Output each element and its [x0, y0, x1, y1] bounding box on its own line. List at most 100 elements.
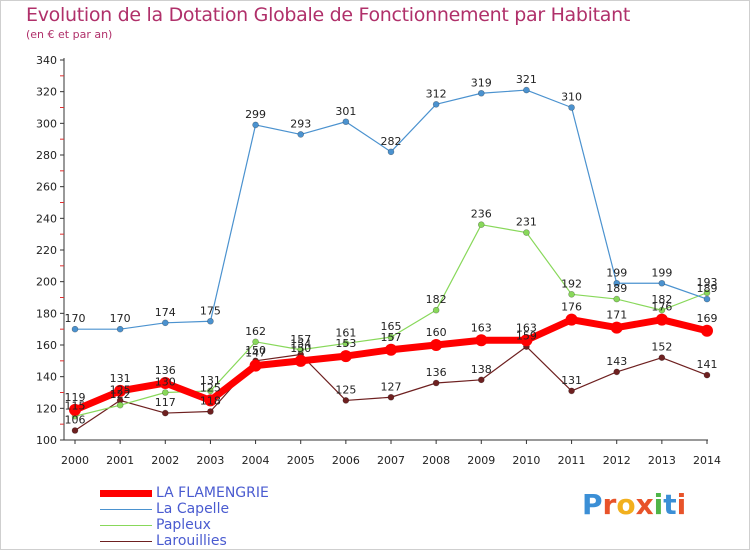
- data-point[interactable]: [342, 397, 350, 404]
- data-label: 189: [697, 282, 718, 295]
- y-tick-label: 180: [36, 307, 57, 320]
- data-point[interactable]: [69, 403, 81, 416]
- data-point[interactable]: [159, 377, 172, 389]
- x-tick-label: 2008: [422, 454, 450, 467]
- data-label: 115: [65, 399, 86, 412]
- data-point[interactable]: [161, 319, 169, 327]
- data-point[interactable]: [610, 321, 623, 334]
- data-label: 199: [651, 266, 672, 279]
- data-label: 125: [335, 383, 356, 396]
- data-label: 141: [697, 358, 718, 371]
- data-point[interactable]: [387, 148, 395, 156]
- x-tick-label: 2006: [332, 454, 360, 467]
- data-point[interactable]: [613, 295, 621, 303]
- data-point[interactable]: [703, 371, 711, 379]
- data-point[interactable]: [342, 118, 350, 126]
- data-point[interactable]: [523, 86, 530, 94]
- data-point[interactable]: [477, 89, 485, 97]
- data-label: 170: [110, 312, 131, 325]
- data-point[interactable]: [701, 324, 713, 337]
- data-label: 282: [381, 135, 402, 148]
- data-point[interactable]: [568, 104, 575, 111]
- data-point[interactable]: [565, 313, 578, 326]
- data-point[interactable]: [703, 295, 711, 303]
- data-point[interactable]: [477, 376, 485, 384]
- data-point[interactable]: [252, 121, 259, 129]
- data-point[interactable]: [432, 101, 440, 108]
- data-point[interactable]: [116, 325, 124, 333]
- data-point[interactable]: [116, 401, 124, 409]
- x-tick-label: 2010: [512, 454, 540, 467]
- data-point[interactable]: [114, 384, 127, 397]
- data-label: 160: [426, 326, 447, 339]
- y-tick-label: 320: [36, 86, 57, 99]
- data-point[interactable]: [520, 334, 533, 347]
- data-label: 169: [697, 312, 718, 325]
- data-point[interactable]: [613, 368, 621, 376]
- data-point[interactable]: [207, 387, 214, 395]
- data-label: 106: [65, 414, 86, 427]
- data-point[interactable]: [568, 291, 575, 298]
- data-point[interactable]: [387, 333, 395, 341]
- data-point[interactable]: [658, 279, 666, 287]
- x-tick-label: 2012: [603, 454, 631, 467]
- legend-swatch-papleux: [100, 525, 152, 526]
- data-point[interactable]: [294, 354, 307, 367]
- data-point[interactable]: [71, 427, 79, 434]
- data-point[interactable]: [249, 359, 262, 372]
- data-label: 150: [290, 342, 311, 355]
- data-point[interactable]: [430, 339, 443, 351]
- data-label: 171: [606, 309, 627, 322]
- data-point[interactable]: [204, 394, 217, 407]
- data-label: 161: [335, 326, 356, 339]
- x-tick-label: 2007: [377, 454, 405, 467]
- data-label: 312: [426, 87, 447, 100]
- line-chart: 100 120 140 160 180 200 220 240 260 280 300 320 340 2…: [36, 54, 721, 467]
- data-label: 163: [516, 321, 537, 334]
- legend-swatch-la-capelle: [100, 509, 152, 510]
- data-label: 192: [561, 277, 582, 290]
- data-point[interactable]: [297, 346, 305, 354]
- data-point[interactable]: [161, 409, 169, 417]
- data-point[interactable]: [297, 131, 305, 138]
- data-point[interactable]: [613, 279, 621, 287]
- x-tick-label: 2004: [242, 454, 270, 467]
- data-label: 118: [200, 395, 221, 408]
- chart-subtitle: (en € et par an): [26, 28, 113, 41]
- data-label: 136: [426, 366, 447, 379]
- data-point[interactable]: [207, 408, 214, 415]
- data-point[interactable]: [432, 379, 440, 387]
- data-point[interactable]: [475, 334, 488, 347]
- data-label: 131: [561, 374, 582, 387]
- legend-label: LA FLAMENGRIE: [156, 485, 269, 501]
- data-label: 189: [606, 282, 627, 295]
- data-label: 119: [65, 391, 86, 404]
- data-label: 182: [651, 293, 672, 306]
- data-point[interactable]: [568, 387, 575, 395]
- data-point[interactable]: [658, 306, 666, 314]
- data-point[interactable]: [342, 340, 350, 347]
- data-label: 136: [155, 364, 176, 377]
- data-point[interactable]: [477, 221, 485, 228]
- data-label: 321: [516, 73, 537, 86]
- data-point[interactable]: [703, 289, 711, 297]
- data-label: 231: [516, 216, 537, 229]
- data-point[interactable]: [207, 317, 214, 325]
- data-point[interactable]: [71, 325, 79, 333]
- data-label: 157: [381, 331, 402, 344]
- data-point[interactable]: [658, 354, 666, 361]
- data-point[interactable]: [523, 229, 530, 236]
- data-point[interactable]: [655, 313, 668, 326]
- data-label: 150: [245, 344, 266, 357]
- data-label: 299: [245, 108, 266, 121]
- data-point[interactable]: [385, 343, 397, 356]
- y-tick-label: 220: [36, 244, 57, 257]
- x-tick-label: 2003: [196, 454, 224, 467]
- data-point[interactable]: [387, 393, 395, 401]
- x-tick-label: 2014: [693, 454, 721, 467]
- data-point[interactable]: [252, 338, 259, 346]
- data-label: 147: [245, 347, 266, 360]
- data-point[interactable]: [432, 306, 440, 314]
- data-point[interactable]: [161, 389, 169, 396]
- data-point[interactable]: [339, 350, 352, 363]
